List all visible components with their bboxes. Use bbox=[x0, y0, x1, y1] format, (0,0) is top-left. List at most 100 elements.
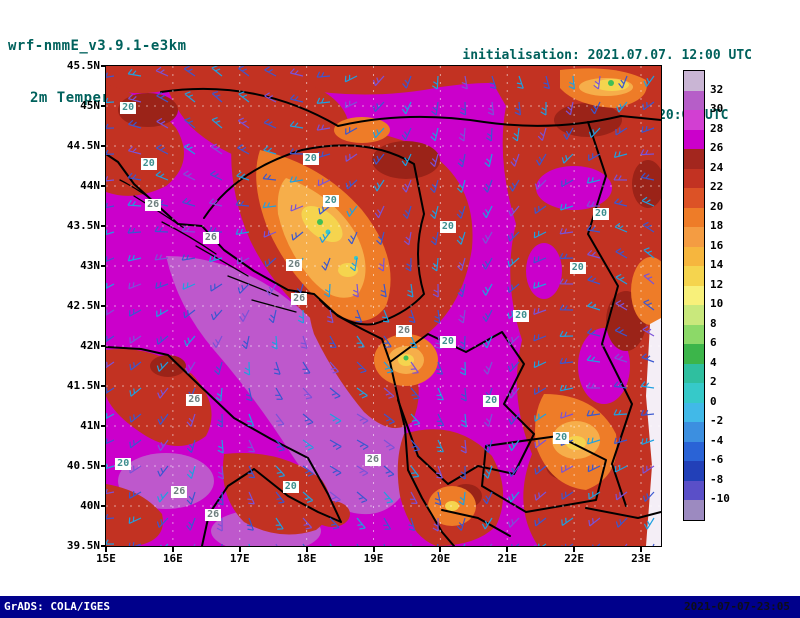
colorbar-swatch bbox=[684, 207, 704, 228]
lat-tick bbox=[101, 305, 106, 307]
contour-label: 20 bbox=[593, 207, 610, 220]
colorbar-label: 26 bbox=[710, 141, 724, 155]
colorbar-label: -4 bbox=[710, 433, 724, 447]
contour-label: 26 bbox=[364, 454, 381, 467]
lat-tick-label: 42N bbox=[80, 339, 100, 352]
colorbar-label: 4 bbox=[710, 355, 717, 369]
contour-label: 20 bbox=[439, 220, 456, 233]
lon-tick-label: 21E bbox=[497, 552, 518, 565]
map-plot-area: 20 20 26 26 20 20 26 26 26 20 20 20 20 20 20 26 20 26 26 20… bbox=[67, 59, 662, 565]
colorbar-swatch bbox=[684, 500, 704, 520]
lat-tick bbox=[101, 65, 106, 67]
colorbar-label: 18 bbox=[710, 219, 724, 233]
colorbar-label: 12 bbox=[710, 277, 724, 291]
lon-tick bbox=[640, 547, 642, 552]
contour-label: 26 bbox=[286, 259, 303, 272]
colorbar-label: -2 bbox=[710, 414, 724, 428]
colorbar-swatch bbox=[684, 110, 704, 130]
lon-tick-label: 16E bbox=[162, 552, 183, 565]
colorbar-label: 30 bbox=[710, 102, 724, 116]
no-data-strip bbox=[646, 318, 661, 546]
lon-tick bbox=[372, 547, 375, 552]
colorbar-label: 32 bbox=[710, 82, 724, 96]
lat-tick bbox=[101, 105, 106, 107]
render-timestamp: 2021-07-07-23:05 bbox=[684, 600, 790, 613]
colorbar-swatch bbox=[684, 383, 704, 403]
colorbar-label: 24 bbox=[710, 160, 724, 174]
lon-tick-label: 17E bbox=[229, 552, 250, 565]
lat-tick-label: 39.5N bbox=[66, 539, 100, 552]
contour-label: 20 bbox=[282, 480, 299, 493]
colorbar-label: 16 bbox=[710, 238, 724, 252]
lon-tick bbox=[506, 547, 509, 552]
lat-tick bbox=[101, 145, 106, 147]
colorbar-swatch bbox=[684, 246, 704, 267]
colorbar-label: 20 bbox=[710, 199, 724, 213]
lat-tick bbox=[101, 185, 106, 187]
colorbar bbox=[683, 70, 705, 521]
colorbar-label: 8 bbox=[710, 316, 717, 330]
colorbar-label: 28 bbox=[710, 121, 724, 135]
lon-tick bbox=[171, 547, 174, 552]
lon-tick bbox=[238, 547, 241, 552]
contour-label: 26 bbox=[145, 199, 162, 212]
lon-tick-label: 20E bbox=[430, 552, 451, 565]
lon-tick-label: 23E bbox=[631, 552, 651, 565]
colorbar-swatch bbox=[684, 441, 704, 462]
contour-labels: 20 20 26 26 20 20 26 26 26 20 20 20 20 20 20 26 20 26 26 20… bbox=[106, 66, 661, 546]
colorbar-swatch bbox=[684, 188, 704, 208]
colorbar-labels: 32 30 28 26 24 22 20 18 16 14 12 10 8 6 4 2 0 -2 -4 -6 -8 -10 bbox=[710, 70, 750, 519]
lat-tick-label: 42.5N bbox=[66, 299, 100, 312]
lat-tick bbox=[101, 225, 106, 227]
colorbar-label: 2 bbox=[710, 375, 717, 389]
lat-tick-label: 45.5N bbox=[66, 59, 100, 72]
lon-tick bbox=[305, 547, 308, 552]
contour-label: 20 bbox=[302, 153, 319, 166]
contour-label: 20 bbox=[322, 194, 339, 207]
colorbar-swatch bbox=[684, 344, 704, 364]
colorbar-swatch bbox=[684, 227, 704, 247]
colorbar-label: -6 bbox=[710, 453, 724, 467]
lat-tick-label: 41N bbox=[80, 419, 100, 432]
lat-tick bbox=[101, 425, 106, 427]
lat-tick-label: 43N bbox=[80, 259, 100, 272]
lat-tick-label: 44N bbox=[80, 179, 100, 192]
lat-tick bbox=[101, 505, 106, 507]
lat-tick-label: 43.5N bbox=[66, 219, 100, 232]
sea-warm-band bbox=[118, 256, 410, 546]
lon-tick bbox=[439, 547, 442, 552]
colorbar-swatch bbox=[684, 149, 704, 169]
colorbar-swatch bbox=[684, 480, 704, 501]
lon-tick bbox=[105, 547, 107, 552]
contour-label: 26 bbox=[171, 486, 188, 499]
colorbar-label: 10 bbox=[710, 297, 724, 311]
island-outlines bbox=[119, 179, 297, 313]
colorbar-label: 22 bbox=[710, 180, 724, 194]
lon-tick-label: 19E bbox=[363, 552, 384, 565]
contour-label: 20 bbox=[553, 432, 570, 444]
colorbar-label: 0 bbox=[710, 394, 717, 408]
contour-label: 20 bbox=[140, 157, 157, 170]
colorbar-swatch bbox=[684, 129, 704, 150]
contour-label: 20 bbox=[569, 262, 586, 275]
lat-tick-label: 40N bbox=[80, 499, 100, 512]
colorbar-swatch bbox=[684, 305, 704, 325]
colorbar-swatch bbox=[684, 422, 704, 442]
contour-label: 26 bbox=[202, 231, 219, 244]
lon-tick bbox=[573, 547, 576, 552]
contour-label: 26 bbox=[205, 508, 222, 521]
contour-label: 20 bbox=[120, 102, 137, 115]
lat-tick-label: 40.5N bbox=[66, 459, 100, 472]
wind-barb-set bbox=[106, 66, 655, 546]
lat-tick-label: 41.5N bbox=[66, 379, 100, 392]
init-time-label: initialisation: 2021.07.07. 12:00 UTC bbox=[462, 48, 752, 63]
model-title: wrf-nmmE_v3.9.1-e3km bbox=[8, 38, 187, 54]
colorbar-label: 6 bbox=[710, 336, 717, 350]
contour-label: 26 bbox=[396, 324, 413, 337]
lat-tick bbox=[101, 265, 106, 267]
contour-label: 26 bbox=[291, 292, 308, 305]
contour-label: 20 bbox=[483, 395, 500, 408]
lat-tick bbox=[101, 345, 106, 347]
contour-label: 20 bbox=[513, 310, 530, 323]
